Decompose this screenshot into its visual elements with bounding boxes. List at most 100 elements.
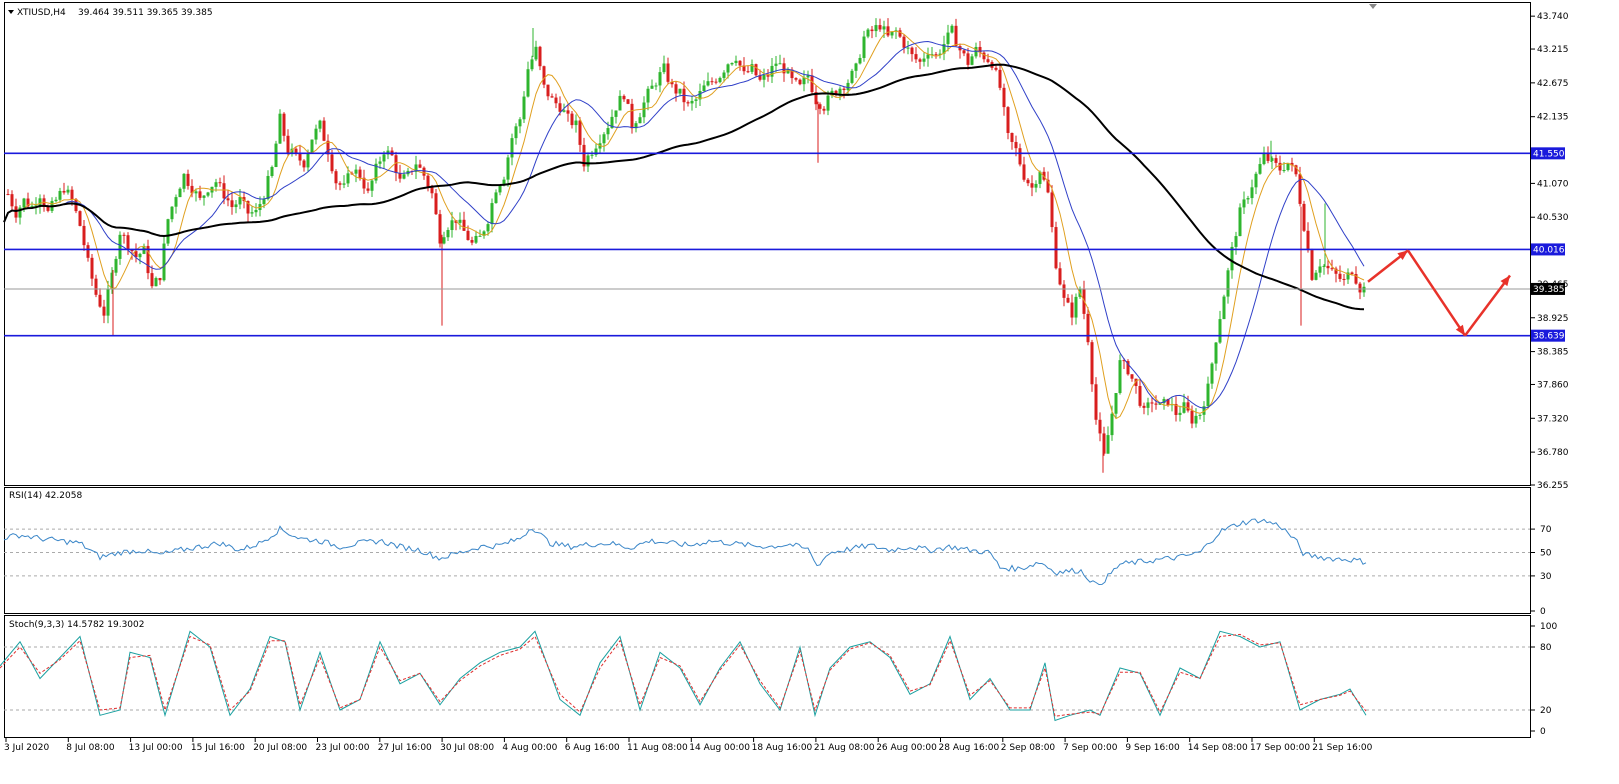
candle-body [982,52,986,60]
candle-body [1214,342,1218,364]
current-price-label-bg [1531,282,1565,295]
candle-body [158,278,162,281]
candle-body [738,60,742,66]
candle-body [714,81,718,83]
horizontal-levels[interactable]: 41.550 40.016 38.639 39.385 [4,147,1565,342]
candle-body [230,200,234,208]
main-pane[interactable] [4,2,1531,486]
candle-body [1354,273,1358,284]
candle-body [334,171,338,184]
candle-body [166,219,170,244]
candle-body [1226,270,1230,297]
candle-body [742,65,746,72]
candle-body [1306,230,1310,251]
candle-body [954,25,958,47]
candle-body [862,36,866,58]
candle-body [286,135,290,154]
candle-body [1118,360,1122,394]
candle-body [802,77,806,85]
rsi-tick-label: 70 [1540,525,1552,535]
candle-body [462,219,466,231]
candle-body [1074,296,1078,318]
candle-body [1318,266,1322,273]
time-tick-label: 23 Jul 00:00 [316,743,370,753]
candle-body [642,102,646,118]
candle-body [86,245,90,258]
time-tick-label: 26 Aug 00:00 [876,743,937,753]
candle-body [106,288,110,316]
candle-body [198,191,202,198]
candle-body [82,225,86,246]
price-tick-label: 43.740 [1537,12,1569,22]
candle-body [1274,158,1278,163]
rsi-tick-label: 0 [1540,607,1546,617]
stoch-pane[interactable] [4,615,1531,738]
projection-arrowhead [1500,275,1510,287]
candle-body [730,63,734,65]
candle-body [1322,265,1326,267]
candle-body [534,46,538,60]
candle-body [694,99,698,101]
candle-body [546,84,550,97]
current-price-label: 39.385 [1533,285,1565,295]
candle-body [618,95,622,111]
rsi-pane[interactable] [4,487,1531,614]
candle-body [1038,171,1042,184]
candle-body [130,249,134,252]
candle-body [190,185,194,194]
candle-body [1026,179,1030,184]
candle-body [1054,227,1058,269]
candle-body [918,59,922,62]
candle-body [854,63,858,71]
projection-segment [1463,274,1512,337]
candle-body [914,54,918,60]
candle-body [274,143,278,167]
shift-marker-icon[interactable] [1369,4,1377,9]
candle-body [734,60,738,64]
candle-body [318,120,322,129]
price-tick-label: 37.320 [1537,414,1569,424]
collapse-triangle-icon[interactable] [8,10,14,14]
candle-body [1102,433,1106,454]
candle-body [522,96,526,120]
price-tick-label: 38.385 [1537,348,1569,358]
candle-body [1014,141,1018,149]
candle-body [1206,383,1210,407]
candle-body [994,67,998,70]
candle-body [766,74,770,77]
ma-fast-line [3,30,1365,420]
candle-body [662,63,666,73]
candle-body [1186,402,1190,411]
candle-body [262,199,266,205]
candle-body [1310,250,1314,280]
candle-body [174,197,178,207]
stoch-signal-line [0,633,1367,717]
rsi-tick-label: 30 [1540,572,1552,582]
candle-body [1030,183,1034,188]
candle-body [514,126,518,139]
candle-body [226,198,230,201]
candle-body [1358,283,1362,293]
candle-body [794,78,798,80]
candle-body [942,44,946,54]
candle-body [354,169,358,174]
stoch-title: Stoch(9,3,3) 14.5782 19.3002 [9,620,144,630]
candle-body [630,103,634,129]
level-label-bg [1531,243,1565,256]
candle-body [978,46,982,53]
candle-body [394,155,398,174]
candle-body [330,154,334,172]
candle-body [110,272,114,289]
candle-body [578,120,582,145]
candle-body [958,46,962,51]
candle-body [646,88,650,103]
candle-body [70,189,74,200]
candle-body [1298,174,1302,204]
candle-body [1230,246,1234,271]
candle-body [726,64,730,73]
candle-body [162,243,166,281]
candle-body [1138,386,1142,406]
candle-body [826,95,830,111]
price-tick-label: 40.530 [1537,213,1569,223]
